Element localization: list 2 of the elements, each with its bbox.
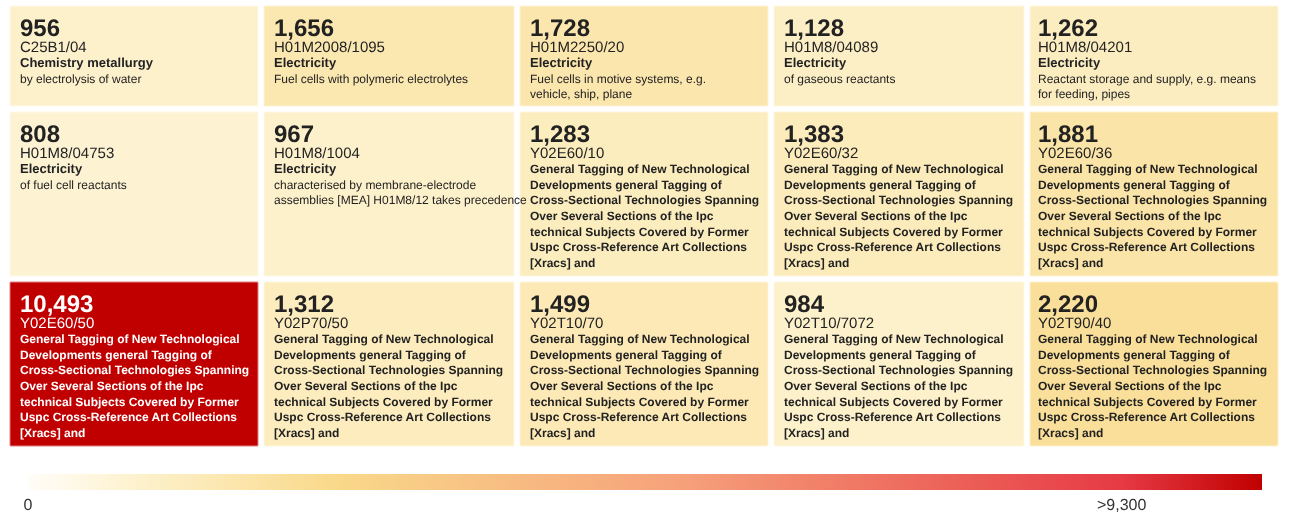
color-bar-label: 0 bbox=[23, 496, 34, 515]
color-bar-label: >9,300 bbox=[1097, 496, 1148, 515]
